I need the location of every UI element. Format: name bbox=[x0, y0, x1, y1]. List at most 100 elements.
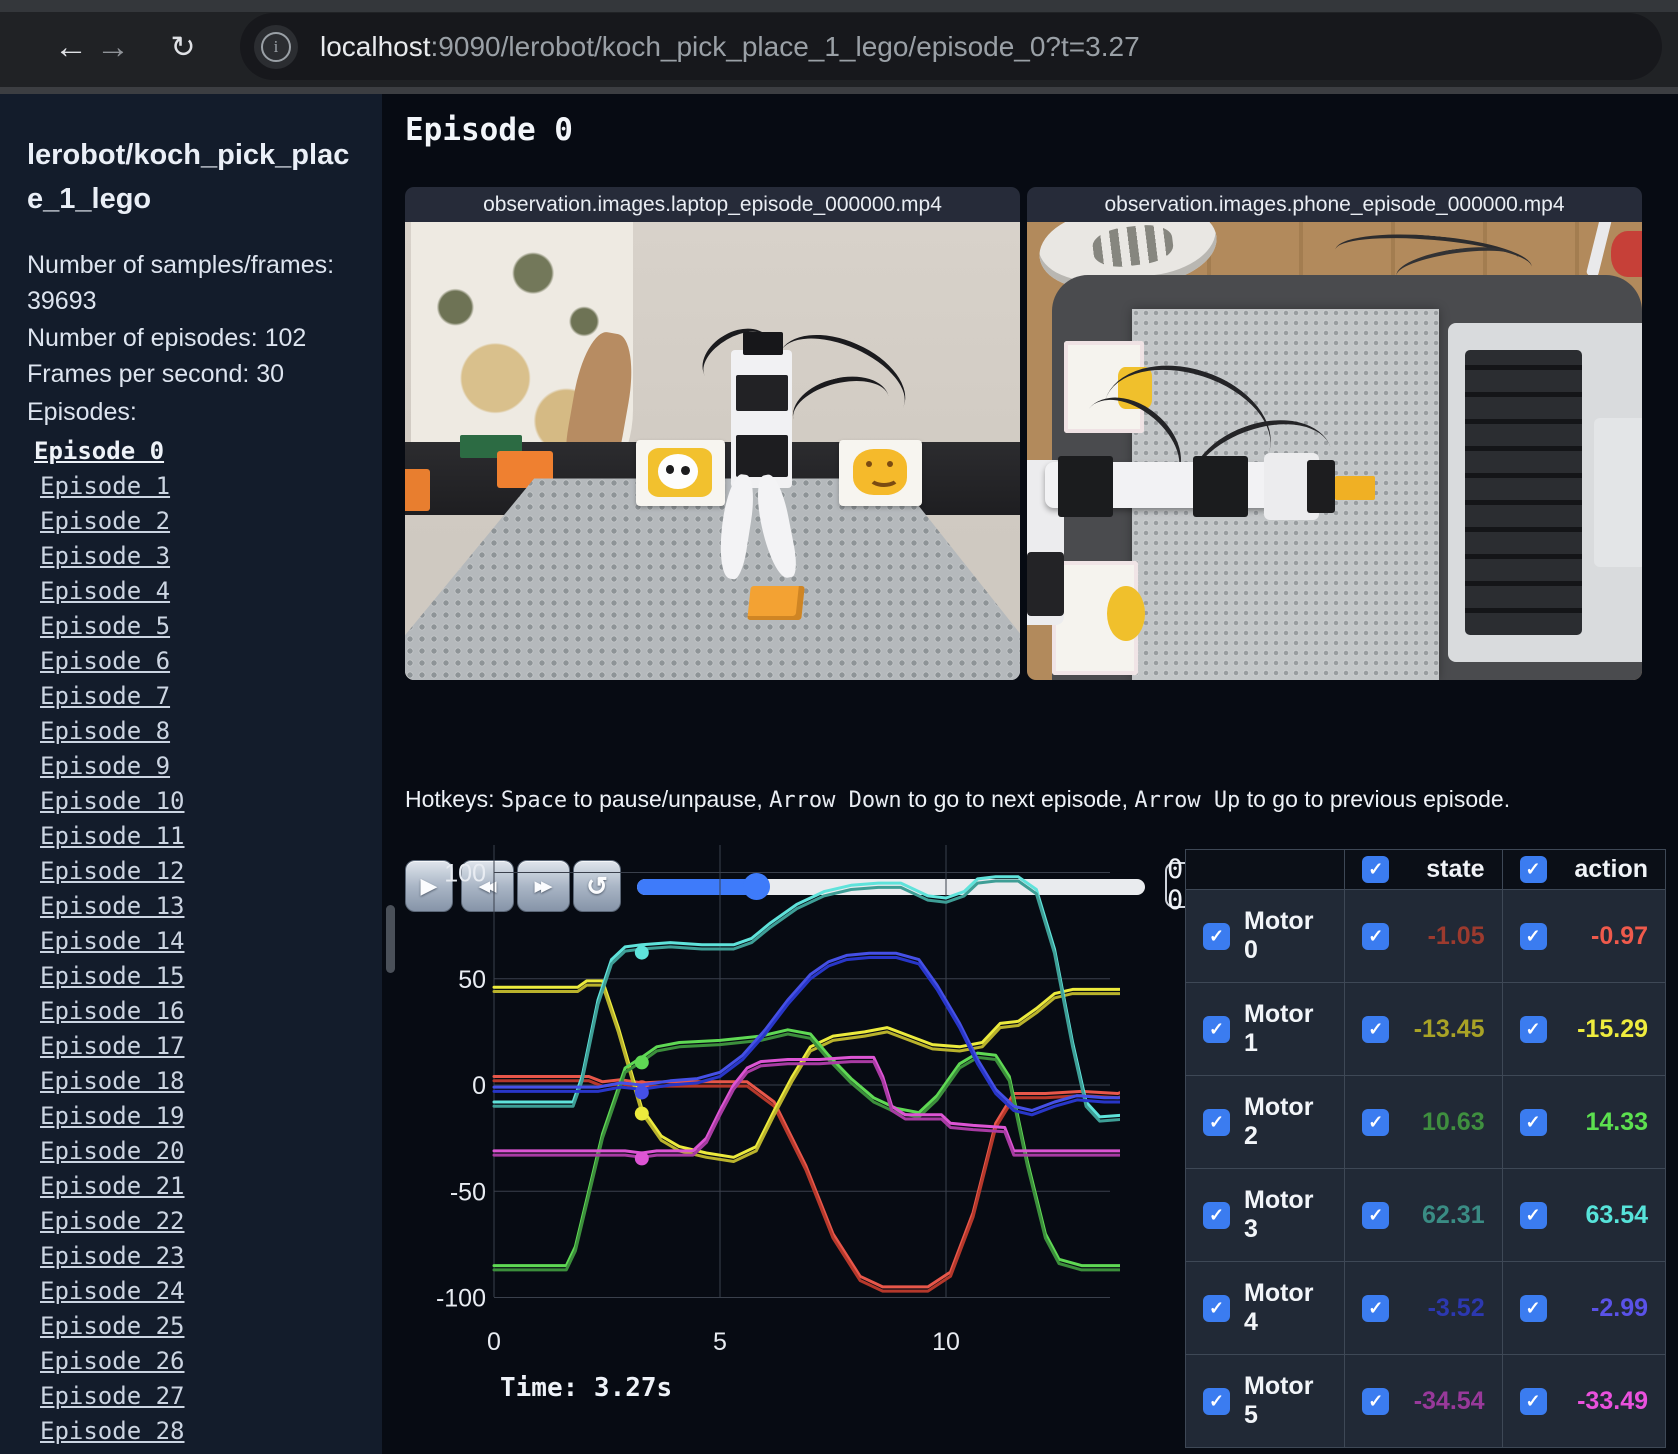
seek-slider-thumb[interactable] bbox=[742, 873, 770, 900]
action-value: -33.49 bbox=[1577, 1386, 1648, 1415]
episode-link[interactable]: Episode 22 bbox=[40, 1207, 185, 1236]
checkbox[interactable]: ✓ bbox=[1519, 1015, 1547, 1043]
checkbox[interactable]: ✓ bbox=[1519, 856, 1547, 883]
episode-link[interactable]: Episode 27 bbox=[40, 1382, 185, 1411]
table-row: ✓ Motor 1 ✓ -13.45 ✓ -15.29 bbox=[1184, 982, 1667, 1076]
video-phone[interactable]: observation.images.phone_episode_000000.… bbox=[1027, 187, 1642, 680]
header-action: ✓ action bbox=[1501, 849, 1667, 890]
episode-link[interactable]: Episode 17 bbox=[40, 1032, 185, 1061]
checkbox[interactable]: ✓ bbox=[1519, 1387, 1547, 1415]
state-value: 10.63 bbox=[1422, 1107, 1485, 1136]
episode-link[interactable]: Episode 25 bbox=[40, 1312, 185, 1341]
video-laptop-title: observation.images.laptop_episode_000000… bbox=[405, 187, 1020, 222]
motor-name: Motor 5 bbox=[1244, 1372, 1314, 1429]
checkbox[interactable]: ✓ bbox=[1203, 922, 1230, 950]
episode-link[interactable]: Episode 0 bbox=[34, 437, 165, 466]
main-content: Episode 0 observation.images.laptop_epis… bbox=[0, 94, 1678, 1454]
episode-list-item: Episode 24 bbox=[0, 1274, 382, 1309]
episode-link[interactable]: Episode 16 bbox=[40, 997, 185, 1026]
forward-button[interactable]: → bbox=[86, 20, 140, 74]
checkbox[interactable]: ✓ bbox=[1203, 1294, 1230, 1322]
episode-link[interactable]: Episode 11 bbox=[40, 822, 185, 851]
play-icon: ▶ bbox=[420, 873, 438, 898]
episode-link[interactable]: Episode 23 bbox=[40, 1242, 185, 1271]
action-cell: ✓ -15.29 bbox=[1501, 982, 1667, 1076]
seek-slider-fill bbox=[637, 879, 756, 895]
episode-link[interactable]: Episode 24 bbox=[40, 1277, 185, 1306]
episode-link[interactable]: Episode 8 bbox=[40, 717, 171, 746]
fast-forward-button[interactable]: ▶▶ bbox=[517, 860, 570, 912]
checkbox[interactable]: ✓ bbox=[1519, 1294, 1547, 1322]
action-cell: ✓ -0.97 bbox=[1501, 889, 1667, 983]
episode-list-item: Episode 19 bbox=[0, 1099, 382, 1134]
site-info-button[interactable]: i bbox=[254, 24, 298, 69]
arm-motor bbox=[1193, 455, 1249, 518]
checkbox[interactable]: ✓ bbox=[1362, 1387, 1390, 1415]
checkbox[interactable]: ✓ bbox=[1203, 1015, 1230, 1043]
motor-name-cell: ✓ Motor 3 bbox=[1184, 1168, 1346, 1262]
episode-link[interactable]: Episode 12 bbox=[40, 857, 185, 886]
episode-link[interactable]: Episode 5 bbox=[40, 612, 171, 641]
url-bar[interactable]: i localhost:9090/lerobot/koch_pick_place… bbox=[240, 13, 1662, 80]
panda-box bbox=[635, 439, 725, 506]
action-value: -2.99 bbox=[1591, 1293, 1648, 1322]
checkbox[interactable]: ✓ bbox=[1362, 1015, 1390, 1043]
episode-link[interactable]: Episode 26 bbox=[40, 1347, 185, 1376]
hugging-face-sticker bbox=[852, 448, 908, 496]
episode-link[interactable]: Episode 28 bbox=[40, 1417, 185, 1446]
motor-name-cell: ✓ Motor 2 bbox=[1184, 1075, 1346, 1169]
episode-link[interactable]: Episode 14 bbox=[40, 927, 185, 956]
state-value: -1.05 bbox=[1427, 921, 1485, 950]
checkbox[interactable]: ✓ bbox=[1519, 1201, 1547, 1229]
loop-button[interactable]: ↺ bbox=[573, 860, 621, 912]
state-cell: ✓ 62.31 bbox=[1344, 1168, 1503, 1262]
sidebar-scrollbar-thumb[interactable] bbox=[386, 905, 395, 973]
panda-sticker bbox=[648, 447, 713, 497]
episode-link[interactable]: Episode 10 bbox=[40, 787, 185, 816]
svg-text:50: 50 bbox=[458, 966, 486, 994]
back-button[interactable]: ← bbox=[44, 20, 98, 74]
reload-button[interactable]: ↻ bbox=[156, 20, 210, 74]
episode-link[interactable]: Episode 19 bbox=[40, 1102, 185, 1131]
video-laptop[interactable]: observation.images.laptop_episode_000000… bbox=[405, 187, 1020, 680]
motor-name: Motor 2 bbox=[1244, 1093, 1314, 1150]
checkbox[interactable]: ✓ bbox=[1203, 1108, 1230, 1136]
episode-link[interactable]: Episode 13 bbox=[40, 892, 185, 921]
checkbox[interactable]: ✓ bbox=[1362, 856, 1390, 883]
info-icon: i bbox=[261, 31, 291, 62]
episode-link[interactable]: Episode 4 bbox=[40, 577, 171, 606]
checkbox[interactable]: ✓ bbox=[1362, 922, 1390, 950]
play-button[interactable]: ▶ bbox=[405, 860, 453, 912]
episode-list-item: Episode 5 bbox=[0, 609, 382, 644]
checkbox[interactable]: ✓ bbox=[1203, 1201, 1230, 1229]
checkbox[interactable]: ✓ bbox=[1519, 922, 1547, 950]
episode-list-item: Episode 1 bbox=[0, 469, 382, 504]
emoji-box bbox=[838, 439, 922, 506]
checkbox[interactable]: ✓ bbox=[1519, 1108, 1547, 1136]
episode-link[interactable]: Episode 7 bbox=[40, 682, 171, 711]
page-title: Episode 0 bbox=[405, 112, 573, 148]
motor-name: Motor 0 bbox=[1244, 907, 1314, 964]
key-arrow-down: Arrow Down bbox=[769, 788, 902, 813]
episode-link[interactable]: Episode 20 bbox=[40, 1137, 185, 1166]
rewind-button[interactable]: ◀◀ bbox=[461, 860, 514, 912]
checkbox[interactable]: ✓ bbox=[1362, 1108, 1390, 1136]
white-cable bbox=[1585, 222, 1613, 278]
svg-text:Time: 3.27s: Time: 3.27s bbox=[500, 1373, 672, 1403]
episode-link[interactable]: Episode 2 bbox=[40, 507, 171, 536]
episode-link[interactable]: Episode 15 bbox=[40, 962, 185, 991]
episode-list-item: Episode 28 bbox=[0, 1414, 382, 1449]
checkbox[interactable]: ✓ bbox=[1362, 1201, 1390, 1229]
episode-list-item: Episode 3 bbox=[0, 539, 382, 574]
episode-link[interactable]: Episode 3 bbox=[40, 542, 171, 571]
episode-link[interactable]: Episode 9 bbox=[40, 752, 171, 781]
episode-list: Episode 0 Episode 1 Episode 2 Episode 3 Epis… bbox=[0, 434, 382, 1449]
checkbox[interactable]: ✓ bbox=[1203, 1387, 1230, 1415]
table-row: ✓ Motor 4 ✓ -3.52 ✓ -2.99 bbox=[1184, 1261, 1667, 1355]
checkbox[interactable]: ✓ bbox=[1362, 1294, 1390, 1322]
episode-link[interactable]: Episode 18 bbox=[40, 1067, 185, 1096]
episode-link[interactable]: Episode 1 bbox=[40, 472, 171, 501]
episode-link[interactable]: Episode 6 bbox=[40, 647, 171, 676]
episode-link[interactable]: Episode 21 bbox=[40, 1172, 185, 1201]
